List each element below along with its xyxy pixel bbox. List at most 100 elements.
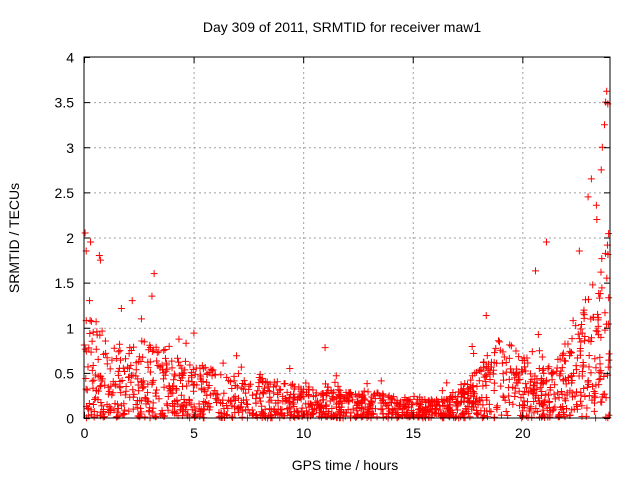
y-tick-labels: 0 0.5 1 1.5 2 2.5 3 3.5 4: [55, 50, 75, 427]
data-point: [151, 389, 159, 397]
data-point: [486, 376, 494, 384]
data-point: [88, 337, 96, 345]
data-point: [589, 281, 597, 289]
data-point: [452, 399, 460, 407]
data-point: [264, 386, 272, 394]
data-point: [217, 409, 225, 417]
data-point: [274, 389, 282, 397]
data-point: [266, 387, 274, 395]
data-point: [219, 396, 227, 404]
data-point: [429, 402, 437, 410]
data-point: [155, 348, 163, 356]
data-point: [187, 401, 195, 409]
data-point: [306, 400, 314, 408]
data-point: [457, 388, 465, 396]
data-point: [443, 397, 451, 405]
data-point: [587, 175, 595, 183]
data-point: [379, 390, 387, 398]
data-point: [212, 394, 220, 402]
data-point: [502, 408, 510, 416]
data-point: [244, 400, 252, 408]
data-point: [585, 363, 593, 371]
data-point: [148, 408, 156, 416]
data-point: [438, 387, 446, 395]
data-point: [494, 337, 502, 345]
data-point: [477, 365, 485, 373]
data-point: [101, 381, 109, 389]
data-point: [490, 366, 498, 374]
data-point: [431, 410, 439, 418]
data-point: [550, 390, 558, 398]
data-point: [120, 400, 128, 408]
data-point: [303, 410, 311, 418]
data-point: [373, 413, 381, 421]
data-point: [349, 396, 357, 404]
y-axis-label: SRMTID / TECUs: [6, 183, 22, 293]
data-point: [377, 406, 385, 414]
data-point: [540, 398, 548, 406]
data-point: [535, 364, 543, 372]
data-point: [405, 403, 413, 411]
data-point: [558, 390, 566, 398]
data-point: [554, 413, 562, 421]
data-point: [105, 403, 113, 411]
data-point: [280, 380, 288, 388]
data-point: [96, 373, 104, 381]
data-point: [294, 408, 302, 416]
data-point: [87, 406, 95, 414]
data-point: [462, 405, 470, 413]
data-point: [577, 325, 585, 333]
data-point: [172, 409, 180, 417]
data-point: [88, 366, 96, 374]
data-point: [605, 356, 613, 364]
data-point: [344, 398, 352, 406]
data-point: [491, 349, 499, 357]
data-point: [92, 371, 100, 379]
data-point: [185, 377, 193, 385]
data-point: [578, 412, 586, 420]
data-point: [505, 375, 513, 383]
data-point: [479, 401, 487, 409]
data-point: [227, 378, 235, 386]
data-point: [597, 268, 605, 276]
y-tick-label: 4: [66, 50, 74, 66]
data-point: [125, 365, 133, 373]
data-point: [315, 412, 323, 420]
data-point: [164, 393, 172, 401]
data-point: [220, 389, 228, 397]
data-point: [170, 370, 178, 378]
data-point: [317, 391, 325, 399]
data-point: [94, 355, 102, 363]
data-point: [422, 399, 430, 407]
data-point: [245, 382, 253, 390]
data-point: [581, 337, 589, 345]
data-point: [535, 399, 543, 407]
data-point: [122, 355, 130, 363]
data-point: [145, 407, 153, 415]
data-point: [445, 398, 453, 406]
data-point: [512, 347, 520, 355]
data-point: [585, 392, 593, 400]
data-point: [88, 411, 96, 419]
data-point: [174, 354, 182, 362]
data-point: [234, 405, 242, 413]
data-point: [504, 384, 512, 392]
data-point: [95, 252, 103, 260]
data-point: [359, 411, 367, 419]
data-point: [480, 373, 488, 381]
data-point: [238, 413, 246, 421]
data-point: [92, 345, 100, 353]
data-point: [97, 372, 105, 380]
data-point: [206, 391, 214, 399]
data-point: [551, 395, 559, 403]
data-point: [116, 340, 124, 348]
data-point: [575, 247, 583, 255]
data-point: [569, 317, 577, 325]
data-point: [302, 407, 310, 415]
data-point: [312, 398, 320, 406]
data-point: [479, 359, 487, 367]
data-point: [81, 229, 89, 237]
data-point: [590, 407, 598, 415]
data-point: [193, 381, 201, 389]
data-point: [388, 405, 396, 413]
